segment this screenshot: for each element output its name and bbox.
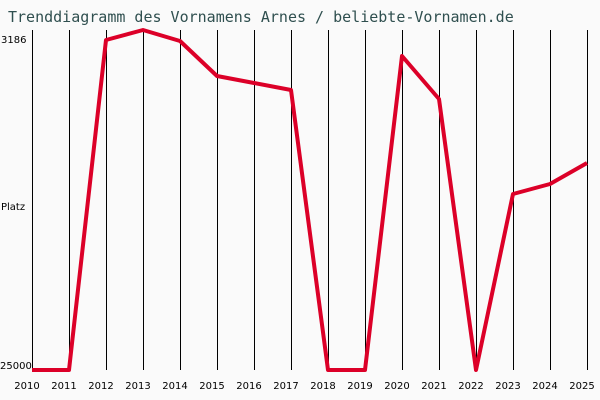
x-tick-label: 2023	[495, 381, 521, 392]
x-tick-label: 2013	[125, 381, 151, 392]
x-tick-label: 2012	[88, 381, 114, 392]
x-tick-label: 2017	[273, 381, 299, 392]
vertical-gridlines	[32, 30, 588, 370]
x-tick-label: 2019	[347, 381, 373, 392]
y-axis-bottom-label: 25000	[0, 361, 32, 372]
x-tick-label: 2014	[162, 381, 188, 392]
x-tick-label: 2025	[569, 381, 595, 392]
x-tick-label: 2021	[421, 381, 447, 392]
x-tick-label: 2016	[236, 381, 262, 392]
y-axis-title: Platz	[1, 202, 26, 213]
y-axis-top-label: 3186	[1, 35, 27, 46]
x-tick-label: 2011	[51, 381, 77, 392]
x-tick-label: 2022	[458, 381, 484, 392]
x-tick-label: 2024	[532, 381, 558, 392]
x-tick-label: 2018	[310, 381, 336, 392]
x-tick-label: 2020	[384, 381, 410, 392]
chart-title: Trenddiagramm des Vornamens Arnes / beli…	[8, 8, 514, 26]
trend-line	[32, 28, 588, 372]
x-tick-label: 2015	[199, 381, 225, 392]
x-tick-label: 2010	[14, 381, 40, 392]
